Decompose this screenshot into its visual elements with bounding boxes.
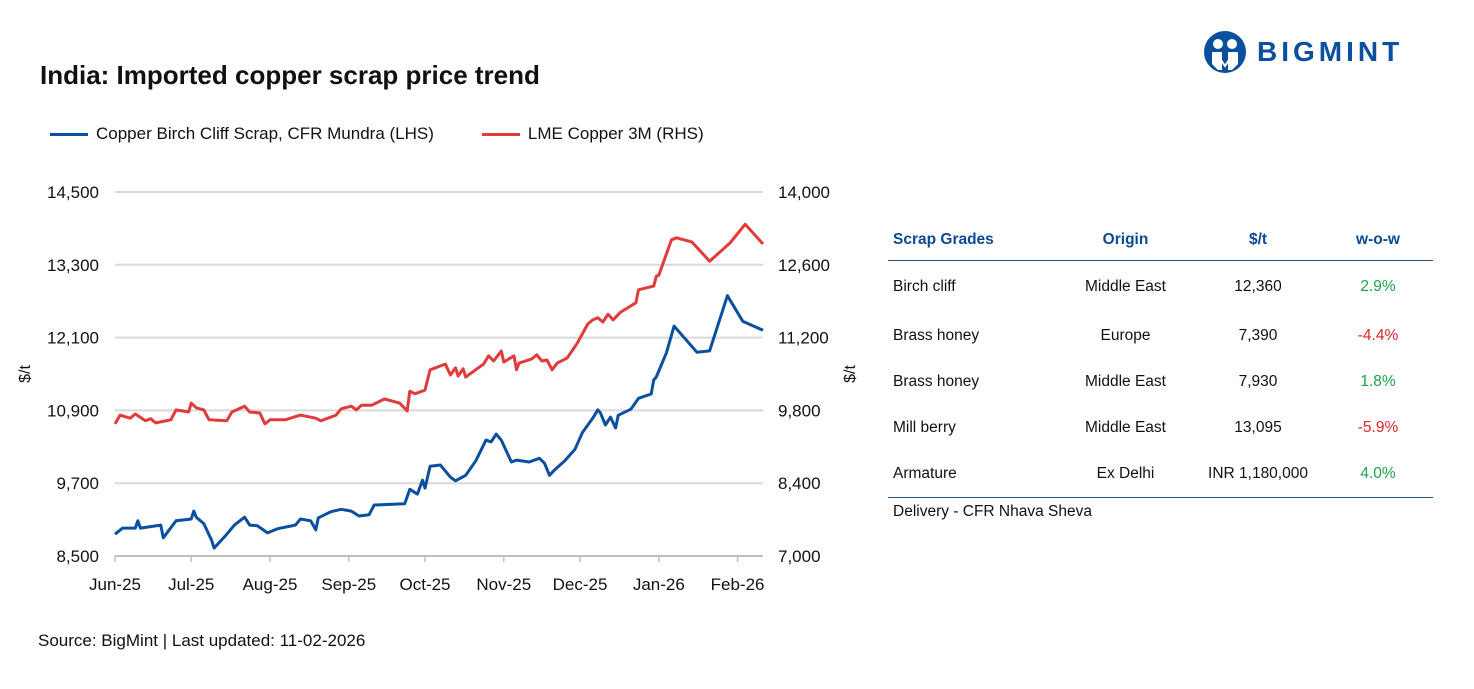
cell-grade: Mill berry xyxy=(893,419,956,436)
logo-text: BIGMINT xyxy=(1257,36,1404,67)
table-row: Mill berry Middle East 13,095 -5.9% xyxy=(888,405,1433,451)
x-tick-label: Jan-26 xyxy=(633,575,685,594)
logo: BIGMINT xyxy=(1203,30,1403,74)
legend-item-scrap: Copper Birch Cliff Scrap, CFR Mundra (LH… xyxy=(50,124,434,144)
cell-origin: Middle East xyxy=(1085,373,1166,390)
cell-wow: 1.8% xyxy=(1360,373,1396,390)
y-left-tick-label: 10,900 xyxy=(47,401,99,420)
cell-origin: Ex Delhi xyxy=(1096,465,1155,482)
cell-origin: Europe xyxy=(1100,327,1151,344)
series-line-copper-birch-cliff xyxy=(114,294,764,550)
legend-swatch-red xyxy=(481,132,520,136)
y-left-tick-label: 8,500 xyxy=(56,547,99,566)
y-right-tick-label: 7,000 xyxy=(778,547,821,566)
y-left-tick-label: 12,100 xyxy=(47,329,99,348)
cell-wow: 4.0% xyxy=(1360,465,1396,482)
y-right-tick-label: 11,200 xyxy=(778,329,829,348)
chart-legend: Copper Birch Cliff Scrap, CFR Mundra (LH… xyxy=(50,124,704,144)
legend-label: LME Copper 3M (RHS) xyxy=(527,124,704,143)
x-tick-label: Aug-25 xyxy=(243,575,298,594)
cell-price: 13,095 xyxy=(1234,419,1282,436)
x-tick-label: Dec-25 xyxy=(553,575,608,594)
header-wow: w-o-w xyxy=(1356,231,1400,248)
y-left-tick-label: 14,500 xyxy=(47,183,99,202)
series-line-lme-copper xyxy=(113,222,765,426)
y-right-axis-label: $/t xyxy=(842,365,859,383)
x-tick-label: Nov-25 xyxy=(476,575,531,594)
cell-grade: Armature xyxy=(893,465,957,482)
cell-grade: Brass honey xyxy=(893,327,980,344)
x-tick-label: Jun-25 xyxy=(89,575,141,594)
line-chart: 8,500 7,000 9,700 8,400 10,900 9,800 12,100 11,… xyxy=(17,183,859,594)
header-price: $/t xyxy=(1248,231,1268,248)
x-tick-label: Jul-25 xyxy=(168,575,214,594)
cell-origin: Middle East xyxy=(1085,278,1166,295)
x-tick-label: Sep-25 xyxy=(321,575,376,594)
table-row: Birch cliff Middle East 12,360 2.9% xyxy=(888,261,1433,313)
cell-price: INR 1,180,000 xyxy=(1208,465,1308,482)
header-grade: Scrap Grades xyxy=(893,231,994,248)
cell-price: 12,360 xyxy=(1234,278,1282,295)
cell-grade: Brass honey xyxy=(893,373,980,390)
scrap-price-table: Scrap Grades Origin $/t w-o-w Birch clif… xyxy=(888,220,1433,521)
table-row: Brass honey Middle East 7,930 1.8% xyxy=(888,359,1433,405)
y-left-axis-label: $/t xyxy=(17,365,34,383)
cell-grade: Birch cliff xyxy=(893,278,956,295)
table-header: Scrap Grades Origin $/t w-o-w xyxy=(888,220,1433,261)
x-tick-label: Feb-26 xyxy=(711,575,765,594)
legend-label: Copper Birch Cliff Scrap, CFR Mundra (LH… xyxy=(96,124,434,143)
legend-swatch-blue xyxy=(50,132,88,136)
x-tick-label: Oct-25 xyxy=(400,575,451,594)
table-row: Brass honey Europe 7,390 -4.4% xyxy=(888,313,1433,359)
y-right-tick-label: 14,000 xyxy=(778,183,830,202)
source-note: Source: BigMint | Last updated: 11-02-20… xyxy=(38,631,366,650)
cell-origin: Middle East xyxy=(1085,419,1166,436)
cell-wow: 2.9% xyxy=(1360,278,1396,295)
y-right-tick-label: 12,600 xyxy=(778,256,830,275)
cell-wow: -4.4% xyxy=(1357,327,1399,344)
header-origin: Origin xyxy=(1102,231,1149,248)
cell-wow: -5.9% xyxy=(1357,419,1399,436)
people-logo-icon xyxy=(1204,31,1246,73)
cell-price: 7,930 xyxy=(1238,373,1278,390)
table-row: Armature Ex Delhi INR 1,180,000 4.0% xyxy=(888,451,1433,497)
page-title: India: Imported copper scrap price trend xyxy=(40,60,540,90)
y-left-tick-label: 9,700 xyxy=(56,474,99,493)
cell-price: 7,390 xyxy=(1238,327,1278,344)
table-body: Birch cliff Middle East 12,360 2.9% Brass ho… xyxy=(888,261,1433,498)
y-right-tick-label: 8,400 xyxy=(778,474,821,493)
legend-item-lme: LME Copper 3M (RHS) xyxy=(481,124,704,144)
y-right-tick-label: 9,800 xyxy=(778,401,821,420)
table-note: Delivery - CFR Nhava Sheva xyxy=(893,503,1092,520)
y-left-tick-label: 13,300 xyxy=(47,256,99,275)
